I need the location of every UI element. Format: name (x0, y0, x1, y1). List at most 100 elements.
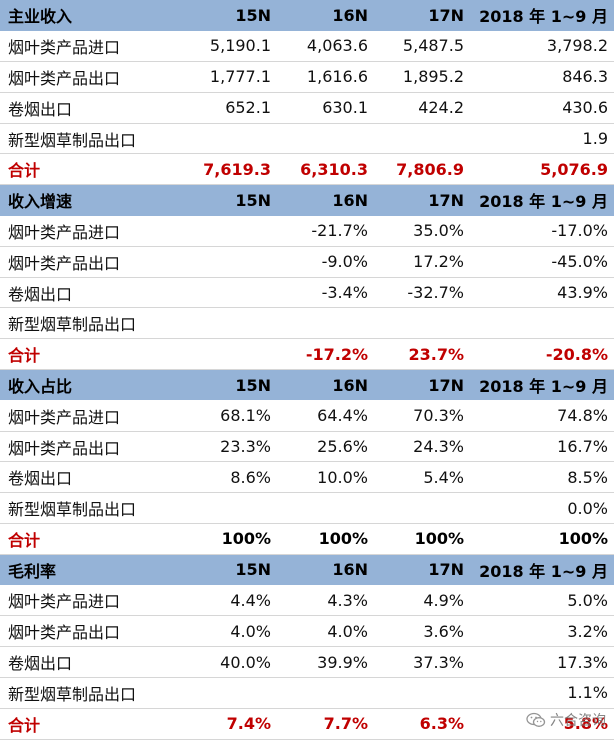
row-label: 合计 (0, 153, 186, 186)
table-row: 烟叶类产品出口 1,777.1 1,616.6 1,895.2 846.3 (0, 61, 614, 93)
row-label: 烟叶类产品进口 (0, 585, 186, 617)
table-cell: -17.2% (277, 338, 374, 371)
table-row: 卷烟出口 40.0% 39.9% 37.3% 17.3% (0, 646, 614, 679)
table-cell (186, 246, 277, 278)
table-row: 新型烟草制品出口 (0, 307, 614, 340)
section-header: 毛利率 15N 16N 17N 2018 年 1~9 月 (0, 554, 614, 586)
table-cell: 3.2% (470, 615, 614, 648)
row-label: 主业收入 (0, 0, 186, 31)
table-cell: 4.0% (186, 615, 277, 648)
table-cell (374, 307, 470, 340)
table-cell: 4,063.6 (277, 30, 374, 63)
table-cell: 43.9% (470, 277, 614, 309)
table-cell: 39.9% (277, 646, 374, 679)
table-cell: 1.9 (470, 123, 614, 155)
table-cell: 5,076.9 (470, 153, 614, 186)
row-label: 烟叶类产品出口 (0, 61, 186, 93)
table-row: 烟叶类产品出口 -9.0% 17.2% -45.0% (0, 246, 614, 278)
table-cell: 100% (374, 523, 470, 555)
table-cell: -20.8% (470, 338, 614, 371)
table-row: 新型烟草制品出口 1.1% (0, 677, 614, 709)
table-cell: 430.6 (470, 92, 614, 124)
table-cell: 100% (186, 523, 277, 555)
table-cell: 4.0% (277, 615, 374, 648)
table-cell (186, 123, 277, 155)
table-row: 烟叶类产品出口 23.3% 25.6% 24.3% 16.7% (0, 431, 614, 463)
row-label: 合计 (0, 708, 186, 740)
total-row: 合计 7.4% 7.7% 6.3% 5.8% (0, 708, 614, 740)
table-cell: 2018 年 1~9 月 (470, 0, 614, 31)
table-cell: 2018 年 1~9 月 (470, 369, 614, 401)
table-cell: 7.7% (277, 708, 374, 740)
table-cell: 64.4% (277, 400, 374, 432)
row-label: 毛利率 (0, 554, 186, 586)
table-cell (277, 307, 374, 340)
table-cell: 17.2% (374, 246, 470, 278)
table-cell (186, 338, 277, 371)
table-row: 烟叶类产品出口 4.0% 4.0% 3.6% 3.2% (0, 615, 614, 648)
row-label: 烟叶类产品进口 (0, 400, 186, 432)
table-cell: 630.1 (277, 92, 374, 124)
table-row: 新型烟草制品出口 0.0% (0, 492, 614, 525)
table-cell: 17N (374, 369, 470, 401)
table-cell: 16N (277, 0, 374, 31)
table-cell: 16.7% (470, 431, 614, 463)
row-label: 合计 (0, 338, 186, 371)
row-label: 新型烟草制品出口 (0, 123, 186, 155)
table-cell: 2018 年 1~9 月 (470, 554, 614, 586)
table-cell: 17N (374, 0, 470, 31)
row-label: 收入占比 (0, 369, 186, 401)
table-cell: 8.5% (470, 461, 614, 494)
table-cell: 5,487.5 (374, 30, 470, 63)
table-cell: 5.4% (374, 461, 470, 494)
watermark: 六合咨询 (526, 710, 606, 730)
row-label: 烟叶类产品进口 (0, 215, 186, 247)
row-label: 收入增速 (0, 184, 186, 216)
row-label: 烟叶类产品出口 (0, 615, 186, 648)
table-row: 新型烟草制品出口 1.9 (0, 123, 614, 155)
table-cell (470, 307, 614, 340)
table-cell: 7,619.3 (186, 153, 277, 186)
table-cell: 1,616.6 (277, 61, 374, 93)
table-cell: 1,895.2 (374, 61, 470, 93)
table-cell (277, 677, 374, 709)
table-cell (277, 123, 374, 155)
table-cell: 7,806.9 (374, 153, 470, 186)
table-cell: 7.4% (186, 708, 277, 740)
row-label: 烟叶类产品出口 (0, 431, 186, 463)
table-cell: 3,798.2 (470, 30, 614, 63)
table-cell: 846.3 (470, 61, 614, 93)
table-cell: -32.7% (374, 277, 470, 309)
table-cell (186, 677, 277, 709)
total-row: 合计 7,619.3 6,310.3 7,806.9 5,076.9 (0, 153, 614, 186)
table-cell: 68.1% (186, 400, 277, 432)
table-cell: 4.3% (277, 585, 374, 617)
table-cell: -21.7% (277, 215, 374, 247)
table-cell (186, 277, 277, 309)
table-cell: 17.3% (470, 646, 614, 679)
table-row: 烟叶类产品进口 -21.7% 35.0% -17.0% (0, 215, 614, 247)
table-cell (277, 492, 374, 525)
table-cell (186, 215, 277, 247)
table-row: 烟叶类产品进口 5,190.1 4,063.6 5,487.5 3,798.2 (0, 30, 614, 63)
table-cell: 2018 年 1~9 月 (470, 184, 614, 216)
table-cell: 424.2 (374, 92, 470, 124)
table-cell (186, 492, 277, 525)
table-cell: -3.4% (277, 277, 374, 309)
table-cell: 24.3% (374, 431, 470, 463)
row-label: 新型烟草制品出口 (0, 307, 186, 340)
section-header: 收入占比 15N 16N 17N 2018 年 1~9 月 (0, 369, 614, 401)
table-cell: 23.7% (374, 338, 470, 371)
row-label: 卷烟出口 (0, 646, 186, 679)
total-row: 合计 100% 100% 100% 100% (0, 523, 614, 555)
table-cell: 6,310.3 (277, 153, 374, 186)
row-label: 卷烟出口 (0, 92, 186, 124)
section-header: 主业收入 15N 16N 17N 2018 年 1~9 月 (0, 0, 614, 31)
watermark-text: 六合咨询 (550, 713, 606, 729)
table-cell: 25.6% (277, 431, 374, 463)
table-row: 烟叶类产品进口 4.4% 4.3% 4.9% 5.0% (0, 585, 614, 617)
table-cell: 6.3% (374, 708, 470, 740)
table-cell: 40.0% (186, 646, 277, 679)
